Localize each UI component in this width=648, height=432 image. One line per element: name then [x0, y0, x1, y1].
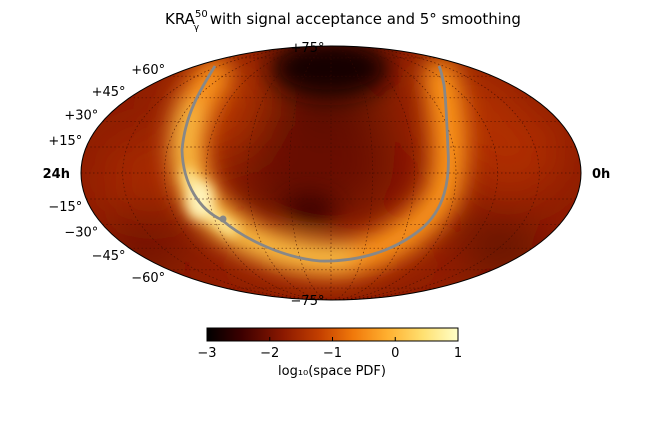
- dec-label: +15°: [48, 134, 82, 149]
- colorbar-tick-label: −2: [260, 346, 279, 361]
- declination-labels: +75° +60° +45° +30° +15° −15° −30° −45° −60° −75°: [48, 41, 324, 309]
- ra-label-right: 0h: [592, 167, 610, 182]
- coordinate-grid: [81, 46, 581, 300]
- colorbar-label: log₁₀(space PDF): [278, 364, 386, 379]
- colorbar-tick-label: 0: [391, 346, 399, 361]
- colorbar-tick-label: −1: [323, 346, 342, 361]
- colorbar-ticks: −3 −2 −1 0 1: [197, 337, 462, 361]
- grid-meridian: [205, 46, 332, 300]
- galactic-plane: [180, 65, 450, 263]
- map-outline: [80, 45, 582, 301]
- dec-label: −60°: [131, 271, 165, 286]
- grid-meridian: [288, 46, 332, 300]
- grid-meridian: [330, 46, 457, 300]
- dec-label: −30°: [64, 225, 98, 240]
- colorbar: −3 −2 −1 0 1 log₁₀(space PDF): [197, 327, 462, 379]
- ra-label-left: 24h: [43, 167, 70, 182]
- skymap-heatmap: [81, 46, 581, 300]
- grid-meridian: [330, 46, 374, 300]
- dec-label: −15°: [48, 200, 82, 215]
- dec-label: +60°: [131, 63, 165, 78]
- dec-label: −45°: [92, 249, 126, 264]
- dec-label: −75°: [291, 294, 325, 309]
- galactic-center-marker: [219, 215, 227, 223]
- colorbar-tick-label: 1: [454, 346, 462, 361]
- dec-label: +75°: [291, 41, 325, 56]
- dec-label: +45°: [92, 85, 126, 100]
- colorbar-tick-label: −3: [197, 346, 216, 361]
- dec-label: +30°: [64, 109, 98, 124]
- chart-title: KRA50 γ with signal acceptance and 5° smo…: [165, 9, 521, 33]
